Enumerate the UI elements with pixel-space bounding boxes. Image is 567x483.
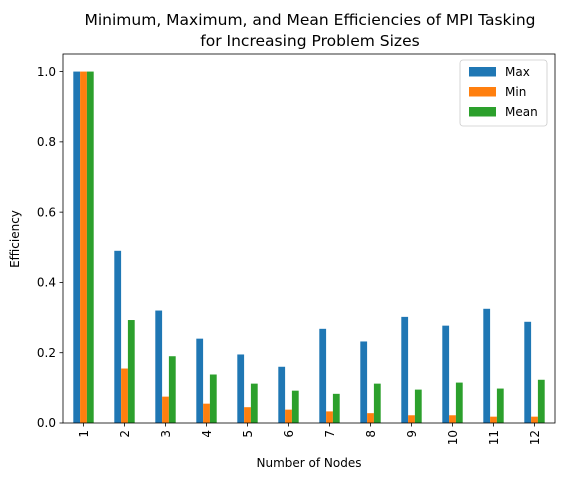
bar-min-11 — [490, 416, 497, 423]
bar-min-8 — [367, 413, 374, 423]
bar-max-2 — [114, 250, 122, 423]
bar-max-6 — [278, 366, 286, 423]
bar-min-5 — [244, 407, 251, 423]
bar-mean-6 — [291, 390, 299, 423]
bar-min-6 — [285, 409, 292, 423]
bar-mean-10 — [455, 382, 463, 423]
legend-swatch-max — [469, 67, 496, 77]
bar-min-3 — [162, 396, 169, 423]
x-tick-label-5: 5 — [241, 430, 255, 438]
bar-max-5 — [237, 354, 245, 423]
bar-min-2 — [121, 368, 128, 423]
bar-mean-5 — [250, 383, 258, 423]
bar-min-1 — [80, 71, 87, 423]
legend-label-min: Min — [505, 85, 526, 99]
plot-frame — [62, 53, 556, 424]
bar-mean-9 — [414, 389, 422, 423]
legend-label-max: Max — [505, 65, 530, 79]
legend: Max Min Mean — [459, 59, 548, 127]
y-tick-label-0.8: 0.8 — [37, 135, 56, 149]
x-tick-label-11: 11 — [487, 430, 501, 445]
y-tick-label-0.6: 0.6 — [37, 205, 56, 219]
x-tick-label-12: 12 — [528, 430, 542, 445]
y-tick-label-1.0: 1.0 — [37, 65, 56, 79]
bars-group — [73, 71, 545, 423]
bar-max-11 — [483, 308, 491, 423]
chart-title-line1: Minimum, Maximum, and Mean Efficiencies … — [85, 11, 536, 29]
x-tick-label-1: 1 — [77, 430, 91, 438]
x-tick-label-8: 8 — [364, 430, 378, 438]
legend-swatch-mean — [469, 107, 496, 117]
bar-mean-1 — [86, 71, 94, 423]
bar-max-10 — [442, 325, 450, 423]
x-tick-label-9: 9 — [405, 430, 419, 438]
x-tick-label-3: 3 — [159, 430, 173, 438]
x-axis-label: Number of Nodes — [257, 456, 362, 470]
bar-mean-8 — [373, 383, 381, 423]
x-tick-label-7: 7 — [323, 430, 337, 438]
x-tick-label-6: 6 — [282, 430, 296, 438]
x-tick-label-10: 10 — [446, 430, 460, 445]
chart-title-line2: for Increasing Problem Sizes — [200, 32, 419, 50]
bar-mean-3 — [168, 356, 176, 423]
bar-mean-7 — [332, 393, 340, 423]
bar-max-7 — [319, 328, 327, 423]
bar-max-4 — [196, 338, 204, 423]
x-axis-ticks: 1 2 3 4 5 6 7 8 9 10 11 12 — [77, 423, 542, 445]
bar-min-12 — [531, 416, 538, 423]
bar-min-10 — [449, 415, 456, 423]
bar-max-3 — [155, 310, 163, 423]
x-tick-label-4: 4 — [200, 430, 214, 438]
bar-mean-4 — [209, 374, 217, 423]
bar-mean-11 — [496, 388, 504, 423]
bar-max-12 — [524, 321, 532, 423]
bar-min-7 — [326, 411, 333, 423]
bar-min-9 — [408, 415, 415, 423]
bar-max-1 — [73, 71, 81, 423]
y-tick-label-0.2: 0.2 — [37, 346, 56, 360]
bar-mean-2 — [127, 320, 135, 423]
bar-max-9 — [401, 316, 409, 423]
bar-mean-12 — [537, 379, 545, 423]
y-axis-label: Efficiency — [8, 210, 22, 268]
legend-swatch-min — [469, 87, 496, 97]
legend-label-mean: Mean — [505, 105, 538, 119]
bar-min-4 — [203, 403, 210, 423]
bar-max-8 — [360, 341, 368, 423]
y-tick-label-0.0: 0.0 — [37, 416, 56, 430]
y-axis-ticks: 0.0 0.2 0.4 0.6 0.8 1.0 — [37, 65, 63, 430]
y-tick-label-0.4: 0.4 — [37, 276, 56, 290]
x-tick-label-2: 2 — [118, 430, 132, 438]
